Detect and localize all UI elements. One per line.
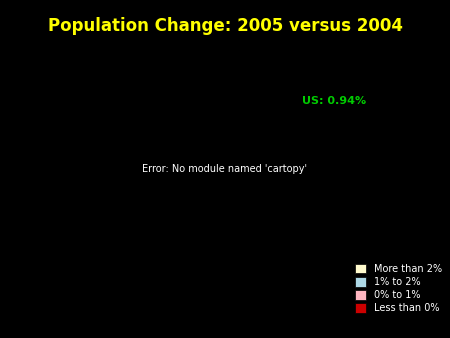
Legend: More than 2%, 1% to 2%, 0% to 1%, Less than 0%: More than 2%, 1% to 2%, 0% to 1%, Less t… bbox=[352, 261, 445, 316]
Text: US: 0.94%: US: 0.94% bbox=[302, 96, 365, 106]
Text: Population Change: 2005 versus 2004: Population Change: 2005 versus 2004 bbox=[48, 17, 402, 35]
Text: Error: No module named 'cartopy': Error: No module named 'cartopy' bbox=[143, 164, 307, 174]
